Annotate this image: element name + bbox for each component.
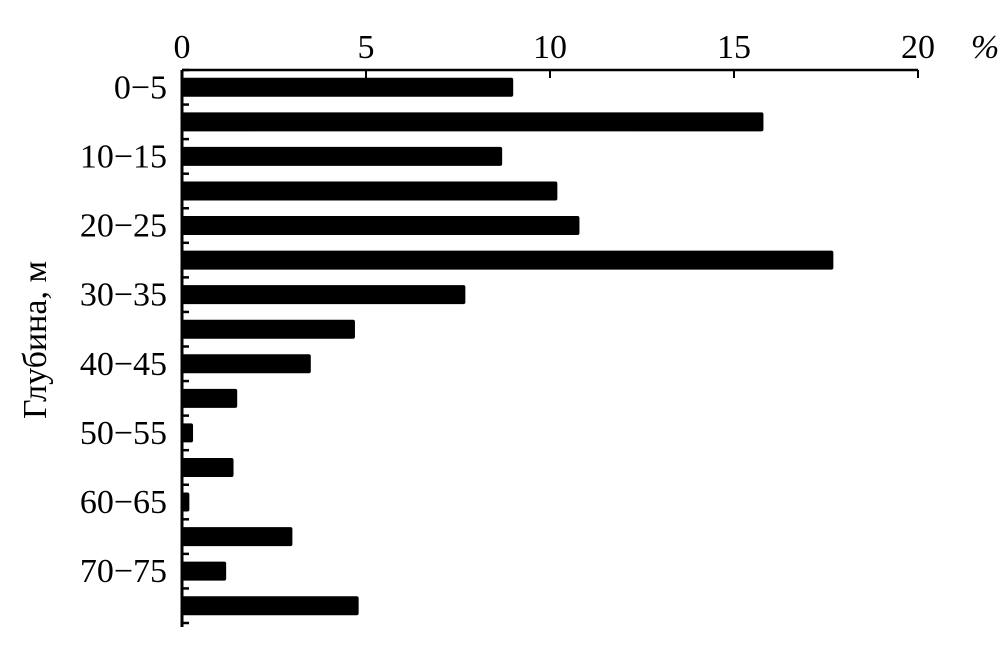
- x-tick-label: 15: [717, 29, 751, 66]
- bar-10−15: [182, 146, 503, 166]
- bar-50−55: [182, 423, 194, 443]
- y-category-label: 60−65: [80, 484, 167, 521]
- bar-60−65: [182, 492, 190, 512]
- y-category-label: 10−15: [80, 138, 167, 175]
- bar-25−30: [182, 250, 834, 270]
- y-category-label: 30−35: [80, 277, 167, 314]
- y-axis-label: Глубина, м: [17, 261, 54, 419]
- x-tick-label: 20: [901, 29, 935, 66]
- x-axis-unit-label: %: [971, 29, 999, 66]
- bar-70−75: [182, 561, 227, 581]
- bar-20−25: [182, 216, 580, 236]
- bar-40−45: [182, 354, 311, 374]
- y-category-label: 20−25: [80, 208, 167, 245]
- bar-45−50: [182, 388, 238, 408]
- bar-75−80: [182, 596, 359, 616]
- x-tick-label: 10: [533, 29, 567, 66]
- x-tick-label: 5: [358, 29, 375, 66]
- y-category-label: 40−45: [80, 346, 167, 383]
- y-category-label: 0−5: [114, 69, 167, 106]
- y-category-label: 50−55: [80, 415, 167, 452]
- bar-35−40: [182, 319, 355, 339]
- x-tick-label: 0: [174, 29, 191, 66]
- bar-0−5: [182, 77, 514, 97]
- bar-30−35: [182, 285, 466, 305]
- y-category-label: 70−75: [80, 553, 167, 590]
- bar-55−60: [182, 457, 234, 477]
- bar-5−10: [182, 112, 764, 132]
- bar-65−70: [182, 527, 293, 547]
- bar-15−20: [182, 181, 558, 201]
